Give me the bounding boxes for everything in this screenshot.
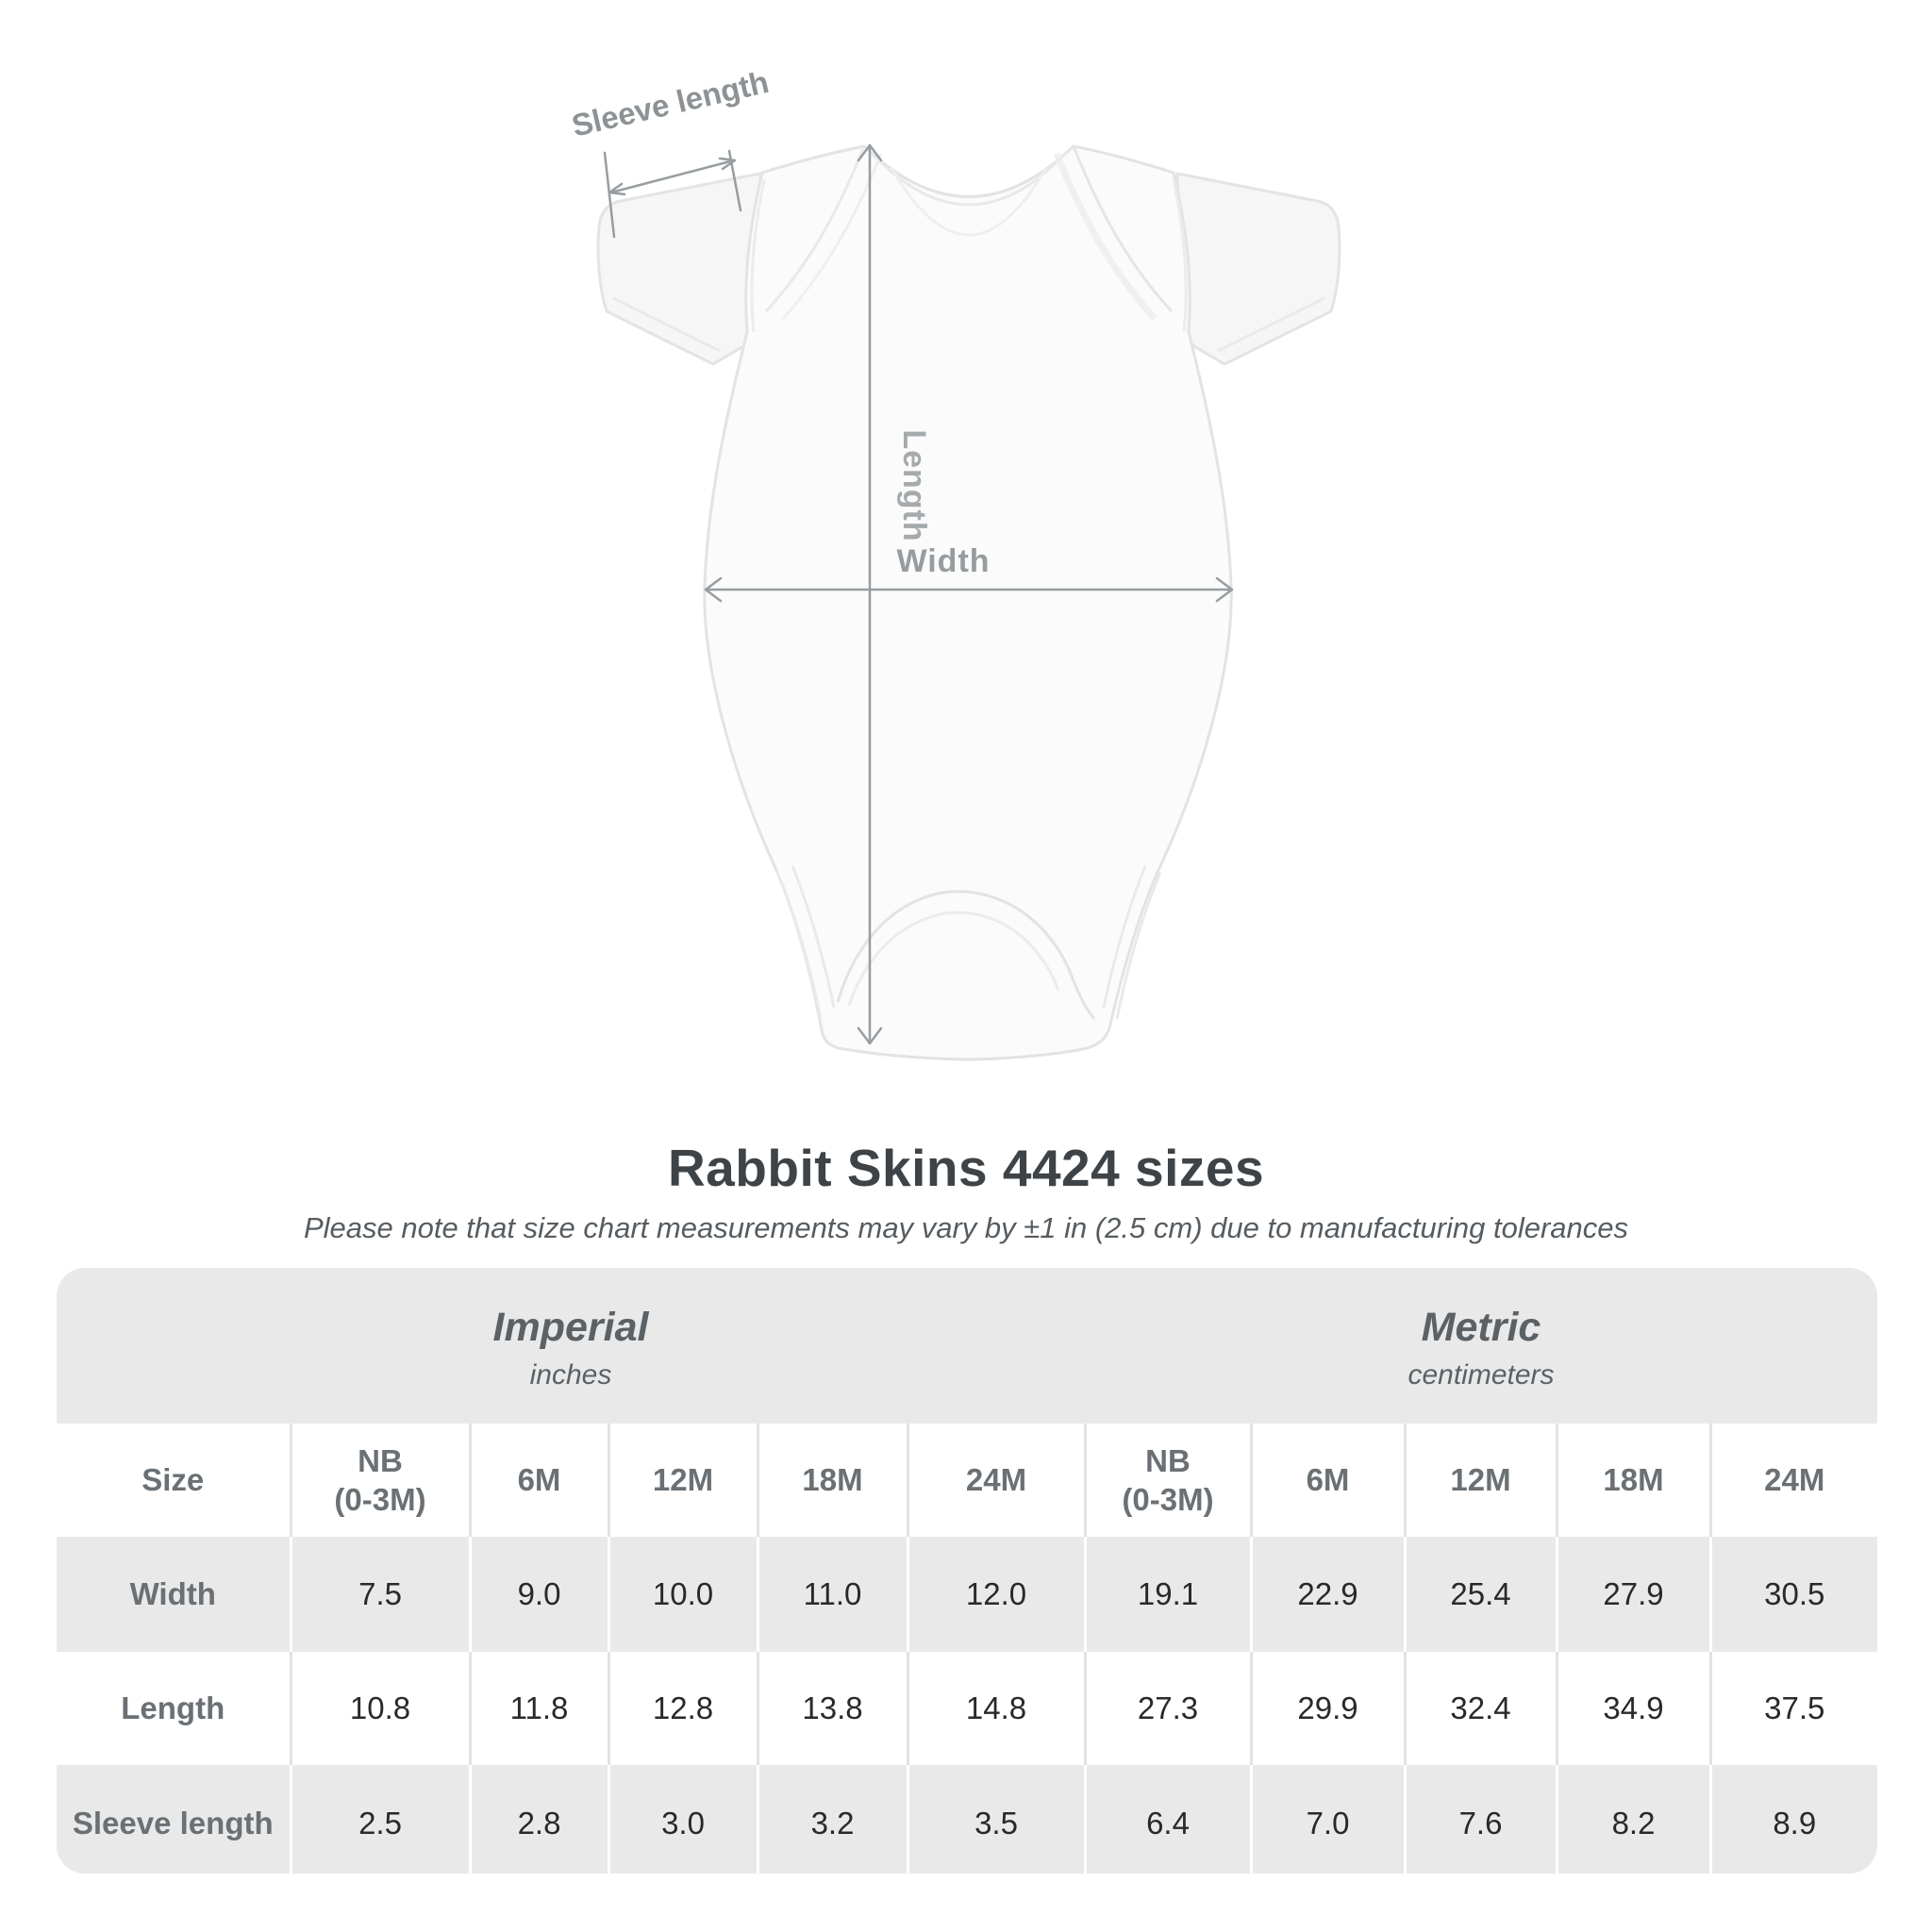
table-row-width: Width 7.5 9.0 10.0 11.0 12.0 19.1 22.9 2… [57,1537,1877,1652]
leg-bindings [775,865,1162,1020]
table-cell: 7.0 [1249,1765,1405,1874]
unit-header-row: Imperial inches Metric centimeters [57,1268,1877,1424]
table-cell: 29.9 [1249,1652,1405,1765]
right-sleeve [1175,172,1341,366]
table-cell: 7.6 [1403,1765,1557,1874]
table-cell: 30.5 [1708,1537,1877,1652]
row-label: Sleeve length [72,1806,274,1841]
table-cell: 34.9 [1555,1652,1710,1765]
column-header: 18M [756,1424,908,1537]
table-cell: 37.5 [1708,1652,1877,1765]
size-header-row: Size NB (0-3M) 6M 12M 18M 24M NB (0-3M) … [57,1424,1877,1537]
column-header: 6M [468,1424,608,1537]
column-header: 12M [1403,1424,1557,1537]
table-cell: 12.0 [906,1537,1085,1652]
table-cell: 32.4 [1403,1652,1557,1765]
table-cell: 2.8 [468,1765,608,1874]
row-label: Width [129,1576,216,1612]
table-cell: 3.5 [906,1765,1085,1874]
metric-group-header: Metric centimeters [1085,1268,1877,1424]
tolerance-note: Please note that size chart measurements… [303,1211,1629,1244]
table-cell: 10.8 [289,1652,470,1765]
size-table: Size NB (0-3M) 6M 12M 18M 24M NB (0-3M) … [57,1424,1877,1874]
size-header-cell: Size [142,1462,205,1498]
column-header: 24M [906,1424,1085,1537]
table-cell: 9.0 [468,1537,608,1652]
left-sleeve [596,172,762,366]
table-cell: 27.9 [1555,1537,1710,1652]
bodysuit-body [703,144,1233,1061]
column-header: 18M [1555,1424,1710,1537]
size-table-panel: Imperial inches Metric centimeters Size … [57,1268,1877,1874]
table-cell: 12.8 [607,1652,758,1765]
table-cell: 25.4 [1403,1537,1557,1652]
table-cell: 27.3 [1083,1652,1251,1765]
armhole-seams [750,178,1188,333]
table-cell: 11.0 [756,1537,908,1652]
table-cell: 8.9 [1708,1765,1877,1874]
metric-unit-label: centimeters [1407,1358,1555,1391]
imperial-unit-label: inches [529,1358,612,1391]
width-arrow [704,576,1234,603]
column-header: NB (0-3M) [1083,1424,1251,1537]
table-cell: 14.8 [906,1652,1085,1765]
sleeve-length-arrow [603,149,742,239]
table-cell: 2.5 [289,1765,470,1874]
imperial-label: Imperial [492,1305,649,1351]
crotch-flap [836,890,1096,1020]
table-cell: 22.9 [1249,1537,1405,1652]
table-cell: 19.1 [1083,1537,1251,1652]
length-label: Length [896,429,932,541]
column-header: NB (0-3M) [289,1424,470,1537]
sleeve-length-label: Sleeve length [569,64,773,143]
table-cell: 3.0 [607,1765,758,1874]
table-cell: 6.4 [1083,1765,1251,1874]
length-arrow [857,143,883,1045]
table-cell: 10.0 [607,1537,758,1652]
column-header: 12M [607,1424,758,1537]
table-cell: 7.5 [289,1537,470,1652]
bodysuit-diagram: Sleeve length Length Width [569,64,1341,1061]
measurement-annotations [603,143,1234,1045]
row-label: Length [121,1690,225,1726]
page-title: Rabbit Skins 4424 sizes [667,1139,1265,1197]
shoulder-laps [764,145,1174,322]
width-label: Width [896,543,990,579]
imperial-group-header: Imperial inches [57,1268,1085,1424]
column-header: 6M [1249,1424,1405,1537]
table-cell: 3.2 [756,1765,908,1874]
column-header: 24M [1708,1424,1877,1537]
table-cell: 11.8 [468,1652,608,1765]
table-cell: 8.2 [1555,1765,1710,1874]
metric-label: Metric [1421,1305,1541,1351]
table-cell: 13.8 [756,1652,908,1765]
table-row-length: Length 10.8 11.8 12.8 13.8 14.8 27.3 29.… [57,1652,1877,1765]
table-row-sleeve-length: Sleeve length 2.5 2.8 3.0 3.2 3.5 6.4 7.… [57,1765,1877,1874]
